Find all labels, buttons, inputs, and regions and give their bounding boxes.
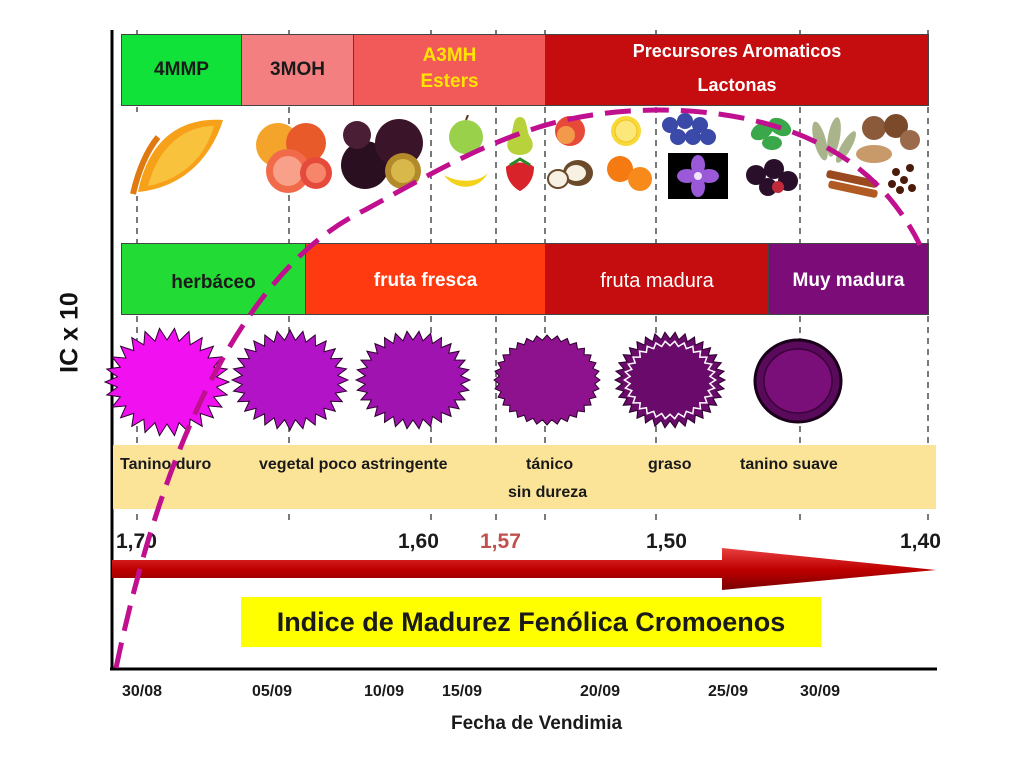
band-muy-madura: Muy madura	[768, 243, 929, 315]
passion-fruit-image	[341, 119, 423, 189]
band-fruta-madura: fruta madura	[545, 243, 769, 315]
tannin-label-sin-dureza: sin dureza	[508, 484, 588, 501]
grape-berry-6-core	[763, 348, 833, 414]
band-4mmp-label: 4MMP	[154, 59, 209, 80]
date-tick-15-09: 15/09	[442, 683, 483, 700]
band-3moh-label: 3MOH	[270, 59, 325, 80]
date-tick-30-09: 30/09	[800, 683, 841, 700]
band-a3mh-label: A3MH	[422, 45, 477, 66]
grape-berry-5	[613, 331, 727, 429]
band-fruta-fresca: fruta fresca	[305, 243, 546, 315]
blueberries-violet-image	[662, 113, 728, 199]
index-banner: Indice de Madurez Fenólica Cromoenos	[241, 597, 821, 647]
maturity-arrow	[112, 548, 936, 590]
band-fruta-fresca-label: fruta fresca	[373, 270, 478, 291]
index-value-1-50: 1,50	[646, 530, 687, 553]
grapefruit-image	[256, 123, 332, 193]
index-value-1-60: 1,60	[398, 530, 439, 553]
x-axis-label: Fecha de Vendimia	[451, 713, 623, 734]
tannin-bar	[113, 445, 936, 509]
lemon-orange-image	[607, 116, 652, 191]
grape-berry-3	[354, 330, 472, 430]
date-tick-20-09: 20/09	[580, 683, 621, 700]
band-herbaceo: herbáceo	[121, 243, 306, 315]
apple-banana-image	[444, 115, 488, 187]
date-tick-05-09: 05/09	[252, 683, 293, 700]
index-value-1-57: 1,57	[480, 530, 521, 553]
grape-berry-2	[230, 328, 350, 432]
band-muy-madura-label: Muy madura	[792, 270, 905, 291]
date-tick-25-09: 25/09	[708, 683, 749, 700]
nutmeg-cloves-image	[856, 114, 920, 194]
tannin-label-suave: tanino suave	[740, 456, 838, 473]
peach-coconut-image	[547, 116, 593, 189]
date-tick-10-09: 10/09	[364, 683, 405, 700]
tannin-label-duro: Tanino duro	[120, 456, 212, 473]
band-a3mh-esters: A3MH Esters	[353, 34, 546, 106]
band-precursores: Precursores Aromaticos Lactonas	[545, 34, 929, 106]
orange-slice-image	[128, 112, 230, 196]
tannin-label-graso: graso	[648, 456, 692, 473]
grape-berry-4	[493, 334, 601, 426]
date-tick-30-08: 30/08	[122, 683, 163, 700]
eucalyptus-cinnamon-image	[812, 117, 878, 198]
band-esters-label: Esters	[420, 70, 479, 92]
band-lactonas-label: Lactonas	[697, 75, 777, 96]
band-3moh: 3MOH	[241, 34, 354, 106]
grape-berry-5-inner-ring	[622, 340, 718, 420]
index-value-1-40: 1,40	[900, 530, 941, 553]
mint-blackberries-image	[746, 117, 798, 196]
band-fruta-madura-label: fruta madura	[600, 270, 714, 292]
band-herbaceo-label: herbáceo	[171, 272, 256, 293]
tannin-label-vegetal: vegetal poco astringente	[259, 456, 448, 473]
index-banner-text: Indice de Madurez Fenólica Cromoenos	[276, 606, 786, 637]
band-precursores-label: Precursores Aromaticos	[632, 41, 842, 61]
tannin-label-tanico: tánico	[526, 456, 574, 473]
